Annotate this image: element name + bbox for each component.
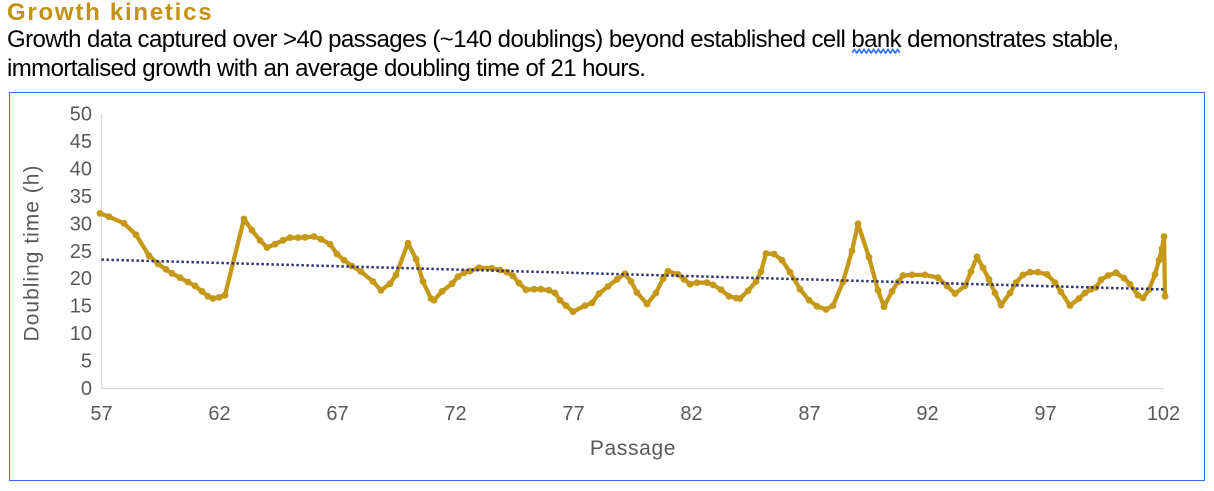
svg-text:15: 15 bbox=[70, 296, 92, 318]
svg-text:35: 35 bbox=[70, 186, 92, 208]
svg-text:67: 67 bbox=[326, 403, 348, 425]
svg-text:97: 97 bbox=[1034, 403, 1056, 425]
svg-text:30: 30 bbox=[70, 213, 92, 235]
svg-text:62: 62 bbox=[208, 403, 230, 425]
svg-text:87: 87 bbox=[798, 403, 820, 425]
svg-text:25: 25 bbox=[70, 241, 92, 263]
svg-text:50: 50 bbox=[70, 104, 92, 126]
svg-text:40: 40 bbox=[70, 158, 92, 180]
svg-text:Doubling time (h): Doubling time (h) bbox=[21, 165, 44, 342]
svg-text:Passage: Passage bbox=[590, 437, 676, 460]
svg-text:77: 77 bbox=[562, 403, 584, 425]
svg-text:57: 57 bbox=[90, 403, 112, 425]
svg-text:102: 102 bbox=[1147, 403, 1180, 425]
svg-text:92: 92 bbox=[916, 403, 938, 425]
svg-text:72: 72 bbox=[444, 403, 466, 425]
svg-text:20: 20 bbox=[70, 268, 92, 290]
svg-text:45: 45 bbox=[70, 131, 92, 153]
svg-text:0: 0 bbox=[81, 378, 92, 400]
svg-text:5: 5 bbox=[81, 351, 92, 373]
svg-text:10: 10 bbox=[70, 323, 92, 345]
svg-text:82: 82 bbox=[680, 403, 702, 425]
